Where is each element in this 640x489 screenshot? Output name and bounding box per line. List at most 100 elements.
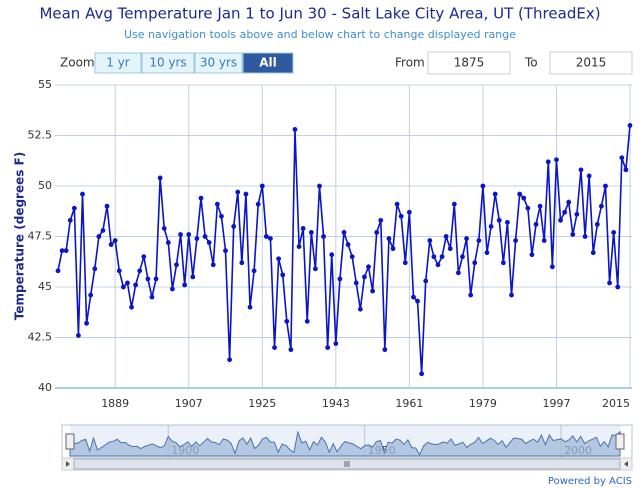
data-point [288,347,294,353]
zoom-button[interactable] [242,52,294,74]
data-point [333,341,339,346]
data-point [468,292,474,298]
zoom-label: Zoom [60,56,95,70]
y-tick-label: 55 [38,78,52,91]
y-tick-label: 45 [38,280,52,293]
data-point [439,254,445,260]
data-point [488,224,494,229]
data-point [194,236,200,241]
data-point [112,238,118,243]
navigator-area [69,430,621,457]
data-point [570,232,576,237]
data-point [206,240,212,245]
data-point [63,248,69,254]
data-point [251,268,257,274]
data-point [357,306,363,312]
data-point [227,357,233,363]
to-input[interactable] [549,51,633,75]
data-point [509,292,514,298]
data-point [329,252,335,258]
data-point [349,254,355,260]
y-tick-label: 50 [38,179,52,192]
data-point [521,195,527,201]
data-point [76,333,81,338]
data-point [554,157,559,163]
data-point [562,209,568,215]
data-point [141,254,147,260]
navigator-handle[interactable] [615,433,625,450]
data-point [594,221,600,227]
data-point [165,240,171,245]
data-point [472,260,478,266]
data-point [341,230,347,235]
data-point [492,191,498,197]
x-tick-label: 1943 [322,397,350,410]
data-point [235,189,241,195]
data-point [280,272,286,278]
data-point [96,234,102,239]
data-point [362,274,367,280]
data-point [272,345,277,350]
data-point [541,238,547,243]
data-point [435,262,441,268]
data-point [607,280,612,286]
data-point [92,266,98,272]
data-point [619,155,625,161]
data-point [558,217,563,223]
zoom-button[interactable] [94,52,142,74]
data-point [153,276,159,282]
data-point [460,254,465,260]
data-point [382,347,388,353]
x-tick-label: 2015 [602,397,630,410]
data-point [125,280,130,286]
data-point [296,244,302,250]
data-point [513,238,518,243]
data-point [451,201,457,207]
data-point [484,250,490,256]
data-point [590,250,596,256]
scroll-right[interactable] [624,461,628,467]
data-point [500,260,506,266]
data-point [394,201,400,207]
data-point [198,195,204,201]
data-point [402,260,408,266]
data-point [178,232,183,237]
scroll-left[interactable] [66,461,70,467]
data-point [603,183,608,189]
data-point [263,234,269,239]
data-point [599,203,604,209]
data-point [190,274,196,280]
data-point [353,280,359,286]
data-point [370,288,375,294]
data-point [390,246,396,252]
x-tick-label: 1925 [248,397,276,410]
data-point [157,175,163,181]
data-point [55,268,61,274]
data-point [223,248,228,254]
data-point [186,232,192,237]
zoom-button[interactable] [141,52,195,74]
navigator-handle[interactable] [65,433,75,450]
data-point [259,183,265,189]
data-point [582,234,588,239]
data-point [423,278,429,284]
data-point [161,226,167,231]
data-point [219,213,224,219]
data-point [386,236,392,241]
data-point [337,276,343,282]
data-point [300,226,306,231]
data-point [480,183,486,189]
y-axis-title: Temperature (degrees F) [13,152,27,321]
data-point [566,199,572,205]
data-point [268,236,273,241]
data-point [496,217,502,223]
data-point [411,294,416,300]
y-tick-label: 42.5 [28,331,53,344]
zoom-button-label: 1 yr [106,56,130,70]
data-point [84,320,89,326]
zoom-button[interactable] [194,52,243,74]
data-point [537,203,543,209]
from-input[interactable] [427,51,511,75]
x-tick-label: 1997 [542,397,570,410]
